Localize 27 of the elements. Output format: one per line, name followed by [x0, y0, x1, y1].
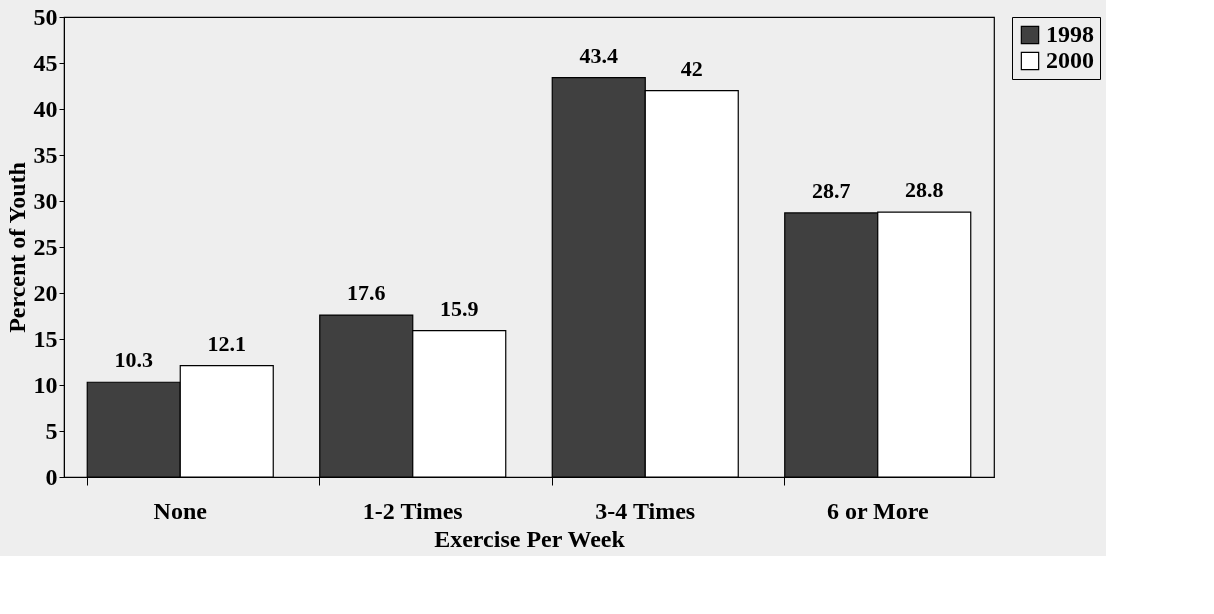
x-tick-label: 6 or More — [826, 497, 929, 524]
data-label: 10.3 — [114, 347, 153, 373]
y-tick-label: 10 — [33, 371, 58, 398]
y-tick-label: 5 — [45, 417, 58, 444]
y-tick-label: 50 — [33, 3, 58, 30]
data-label: 15.9 — [440, 295, 479, 321]
data-label: 17.6 — [347, 280, 386, 306]
y-tick-label: 20 — [33, 279, 58, 306]
y-tick-label: 35 — [33, 141, 58, 168]
x-tick-label: 3-4 Times — [595, 497, 696, 524]
y-tick-label: 30 — [33, 187, 58, 214]
y-tick-label: 15 — [33, 325, 58, 352]
x-axis-title: Exercise Per Week — [434, 525, 626, 552]
data-label: 43.4 — [579, 42, 618, 68]
y-tick-label: 40 — [33, 95, 58, 122]
data-label: 12.1 — [207, 330, 246, 356]
y-tick-label: 0 — [45, 463, 58, 490]
legend-label: 1998 — [1046, 21, 1094, 47]
legend-label: 2000 — [1046, 47, 1094, 73]
data-label: 28.7 — [812, 177, 851, 203]
x-tick-label: None — [153, 497, 208, 524]
x-tick-label: 1-2 Times — [362, 497, 463, 524]
y-tick-label: 45 — [33, 49, 58, 76]
data-label: 28.8 — [905, 177, 944, 203]
y-tick-label: 25 — [33, 233, 58, 260]
y-axis-title: Percent of Youth — [3, 162, 30, 333]
data-label: 42 — [680, 55, 703, 81]
